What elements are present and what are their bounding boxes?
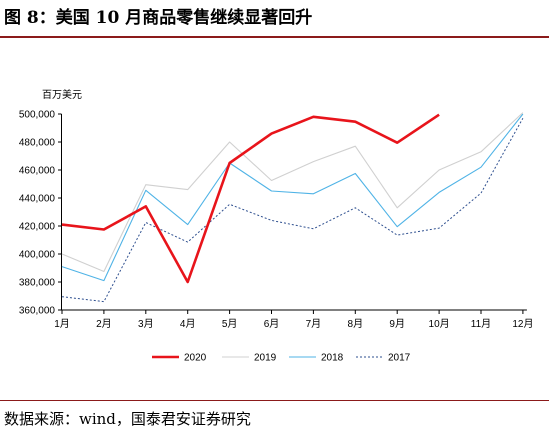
x-tick-label: 11月	[471, 318, 491, 330]
x-tick-label: 5月	[222, 318, 238, 330]
line-chart: 百万美元 360,000 380,000 400,000 420,000 440,000…	[19, 88, 534, 364]
y-tick-label: 480,000	[19, 138, 56, 149]
source-rule	[0, 400, 549, 401]
chart-axes: 360,000 380,000 400,000 420,000 440,000 460,0…	[19, 110, 534, 331]
chart-legend: 2020 2019 2018 2017	[152, 353, 411, 364]
source-note: 数据来源：wind，国泰君安证券研究	[4, 410, 251, 428]
x-tick-label: 6月	[264, 318, 280, 330]
y-unit-label: 百万美元	[42, 88, 82, 101]
y-tick-label: 380,000	[19, 278, 56, 289]
x-tick-label: 8月	[348, 318, 364, 330]
title-rule	[0, 36, 549, 38]
series-line-2020	[61, 113, 440, 284]
legend-label-2018: 2018	[321, 353, 344, 364]
legend-label-2019: 2019	[254, 353, 277, 364]
y-tick-label: 400,000	[19, 250, 56, 261]
y-tick-label: 440,000	[19, 194, 56, 205]
legend-label-2017: 2017	[388, 353, 411, 364]
y-tick-label: 420,000	[19, 222, 56, 233]
x-tick-label: 3月	[138, 318, 154, 330]
chart-series	[61, 112, 524, 303]
x-tick-label: 2月	[96, 318, 112, 330]
series-line-2019	[61, 112, 524, 273]
y-tick-label: 360,000	[19, 306, 56, 317]
x-tick-label: 10月	[429, 318, 450, 330]
series-line-2017	[61, 117, 524, 303]
x-tick-label: 4月	[180, 318, 196, 330]
x-tick-label: 12月	[512, 318, 533, 330]
legend-label-2020: 2020	[184, 353, 207, 364]
x-tick-label: 9月	[389, 318, 405, 330]
series-line-2018	[61, 113, 524, 282]
y-tick-label: 460,000	[19, 166, 56, 177]
x-tick-label: 7月	[306, 318, 322, 330]
figure-title: 图 8：美国 10 月商品零售继续显著回升	[4, 8, 313, 28]
x-tick-label: 1月	[54, 318, 70, 330]
y-tick-label: 500,000	[19, 110, 56, 121]
